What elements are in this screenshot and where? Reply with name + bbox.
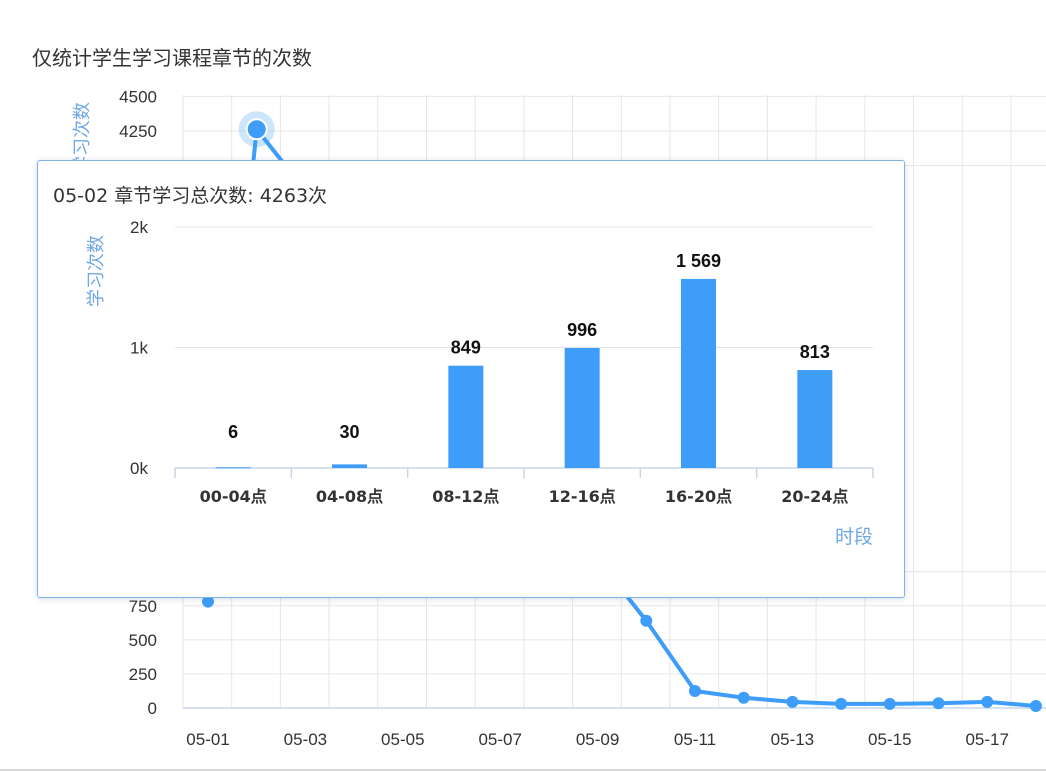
x-tick-label: 05-07 <box>478 730 521 749</box>
y-axis-label: 学习次数 <box>86 235 107 307</box>
x-tick-label: 08-12点 <box>432 487 499 506</box>
data-point <box>737 691 750 704</box>
x-tick-label: 16-20点 <box>665 487 732 506</box>
data-point <box>883 697 896 710</box>
bar-data-label: 1 569 <box>676 251 721 271</box>
y-tick-label: 0 <box>148 699 157 718</box>
x-tick-label: 05-05 <box>381 730 424 749</box>
x-tick-label: 00-04点 <box>200 487 267 506</box>
bar-data-label: 996 <box>567 320 597 340</box>
data-point <box>1029 699 1042 712</box>
tooltip-title: 05-02 章节学习总次数: 4263次 <box>53 185 328 207</box>
x-tick-label: 05-01 <box>186 730 229 749</box>
y-tick-label: 4500 <box>119 87 157 106</box>
x-tick-label: 05-17 <box>965 730 1008 749</box>
y-tick-label: 500 <box>129 631 157 650</box>
y-tick-label: 750 <box>129 597 157 616</box>
data-point <box>640 614 653 627</box>
x-tick-label: 05-11 <box>674 730 716 749</box>
day-detail-tooltip: 05-02 章节学习总次数: 4263次 0k 1k 2k 学习次数 6 00-04点 30… <box>37 160 905 598</box>
data-point <box>689 684 701 697</box>
bar <box>332 464 367 468</box>
hourly-bar-chart: 0k 1k 2k 学习次数 6 00-04点 30 04-08点 849 08-12点 996 12-… <box>86 218 874 548</box>
data-point <box>835 697 848 710</box>
data-point <box>932 697 945 710</box>
bar-data-label: 30 <box>339 422 359 442</box>
y-axis-label: 学习次数 <box>72 102 93 174</box>
x-tick-label: 05-15 <box>868 730 911 749</box>
x-axis-label: 时段 <box>835 526 873 548</box>
page-title: 仅统计学生学习课程章节的次数 <box>32 46 312 70</box>
x-tick-label: 05-13 <box>771 730 814 749</box>
bar-data-label: 813 <box>800 342 830 362</box>
x-tick-label: 04-08点 <box>316 487 383 506</box>
y-tick-label: 250 <box>129 665 157 684</box>
data-point <box>202 595 214 608</box>
bar <box>448 365 484 468</box>
bar <box>564 347 600 468</box>
data-point <box>981 695 994 708</box>
bar <box>681 278 716 468</box>
x-tick-label: 12-16点 <box>549 487 616 506</box>
data-point <box>245 118 268 141</box>
y-tick-label: 1k <box>130 339 148 358</box>
x-tick-label: 05-03 <box>284 730 327 749</box>
y-tick-label: 0k <box>130 459 148 478</box>
bar-data-label: 849 <box>451 338 481 358</box>
bar <box>215 467 251 469</box>
x-tick-label: 05-09 <box>576 730 619 749</box>
y-tick-label: 4250 <box>119 122 157 141</box>
y-tick-label: 2k <box>130 218 148 237</box>
bar-data-label: 6 <box>228 422 238 442</box>
x-tick-label: 20-24点 <box>781 487 848 506</box>
bar <box>797 370 833 468</box>
data-point <box>786 695 799 708</box>
bottom-divider <box>0 769 1046 771</box>
